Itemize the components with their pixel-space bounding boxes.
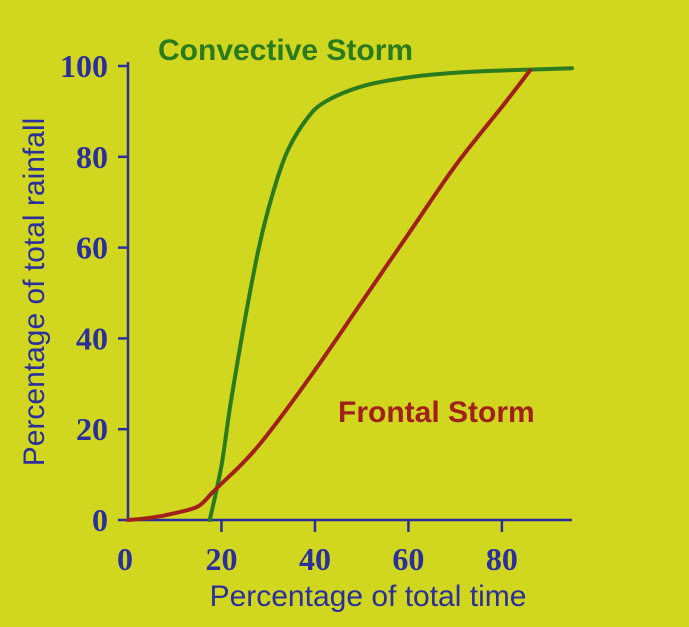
x-tick-label: 40 bbox=[299, 541, 331, 577]
frontal-storm-label: Frontal Storm bbox=[338, 396, 535, 429]
x-ticks: 0 20 40 60 80 bbox=[117, 520, 518, 577]
y-ticks: 0 20 40 60 80 100 bbox=[60, 48, 128, 538]
y-tick-label: 20 bbox=[76, 411, 108, 447]
x-tick-label: 20 bbox=[205, 541, 237, 577]
y-tick-label: 80 bbox=[76, 139, 108, 175]
convective-storm-line bbox=[207, 66, 574, 522]
series-lines bbox=[126, 66, 574, 522]
y-tick-label: 40 bbox=[76, 320, 108, 356]
x-tick-label: 60 bbox=[392, 541, 424, 577]
y-axis-title: Percentage of total rainfall bbox=[18, 118, 51, 467]
y-tick-label: 100 bbox=[60, 48, 108, 84]
frontal-storm-line bbox=[126, 68, 532, 522]
y-tick-label: 60 bbox=[76, 230, 108, 266]
x-axis-title: Percentage of total time bbox=[210, 580, 527, 613]
x-tick-label: 0 bbox=[117, 541, 133, 577]
convective-storm-label: Convective Storm bbox=[158, 34, 413, 67]
x-tick-label: 80 bbox=[486, 541, 518, 577]
y-tick-label: 0 bbox=[92, 502, 108, 538]
